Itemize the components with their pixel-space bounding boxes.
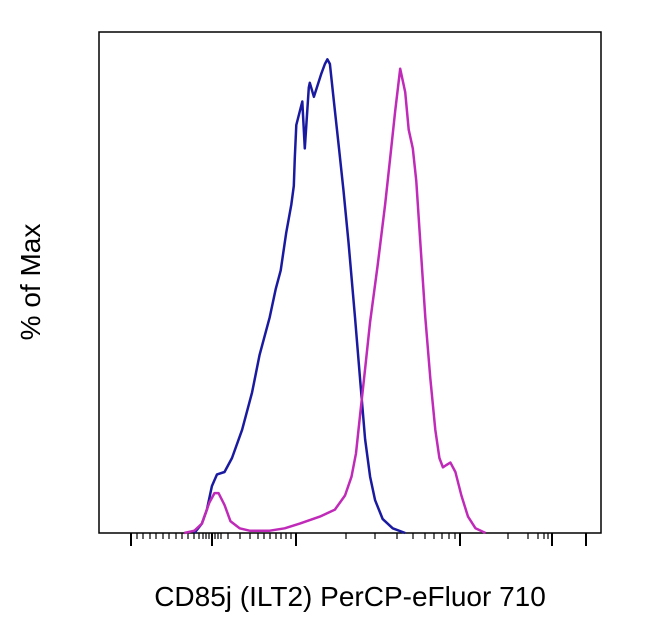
y-axis-label: % of Max (15, 224, 46, 341)
x-axis-label: CD85j (ILT2) PerCP-eFluor 710 (154, 581, 546, 612)
plot-frame (98, 31, 602, 534)
series-line-2 (184, 67, 487, 535)
series-line-1 (193, 58, 406, 535)
x-axis-ticks (130, 533, 587, 546)
series-layer (184, 58, 487, 535)
